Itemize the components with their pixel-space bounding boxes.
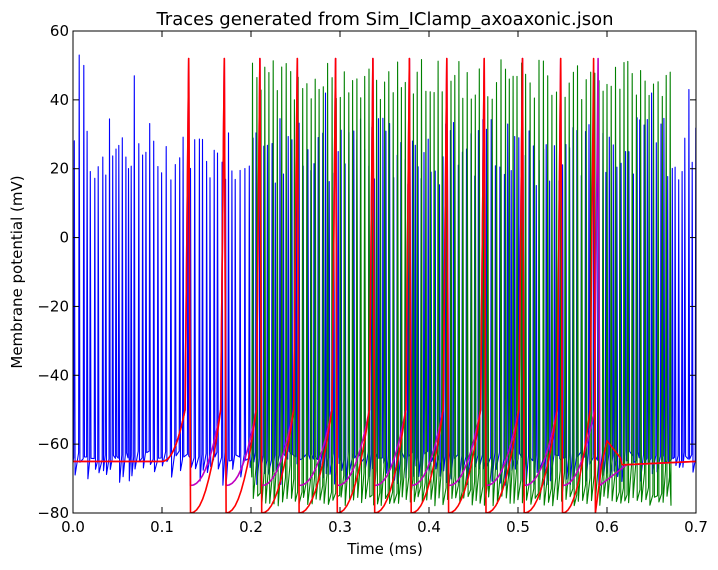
y-tick-label: 20 (50, 160, 69, 178)
y-tick-label: 40 (50, 91, 69, 109)
x-tick-label: 0.6 (595, 518, 619, 536)
y-axis-label: Membrane potential (mV) (8, 175, 26, 368)
x-tick-label: 0.5 (506, 518, 530, 536)
plot-frame (72, 30, 697, 514)
x-tick-label: 0.0 (61, 518, 85, 536)
y-tick-label: −40 (37, 366, 69, 384)
y-tick-label: 60 (50, 22, 69, 40)
y-axis: 60 40 20 0 −20 −40 −60 −80 (37, 22, 696, 522)
x-tick-label: 0.4 (417, 518, 441, 536)
y-tick-label: −60 (37, 435, 69, 453)
chart-title: Traces generated from Sim_IClamp_axoaxon… (155, 9, 613, 30)
x-tick-label: 0.1 (150, 518, 174, 536)
series-line-4 (73, 57, 696, 513)
y-tick-label: −80 (37, 504, 69, 522)
x-tick-label: 0.2 (239, 518, 263, 536)
x-axis-label: Time (ms) (346, 540, 423, 558)
x-tick-label: 0.7 (684, 518, 708, 536)
y-tick-label: 0 (59, 229, 69, 247)
x-axis: 0.0 0.1 0.2 0.3 0.4 0.5 0.6 0.7 (61, 31, 708, 536)
y-tick-label: −20 (37, 297, 69, 315)
plot-area (73, 54, 696, 513)
x-tick-label: 0.3 (328, 518, 352, 536)
series-line-2 (250, 58, 672, 507)
